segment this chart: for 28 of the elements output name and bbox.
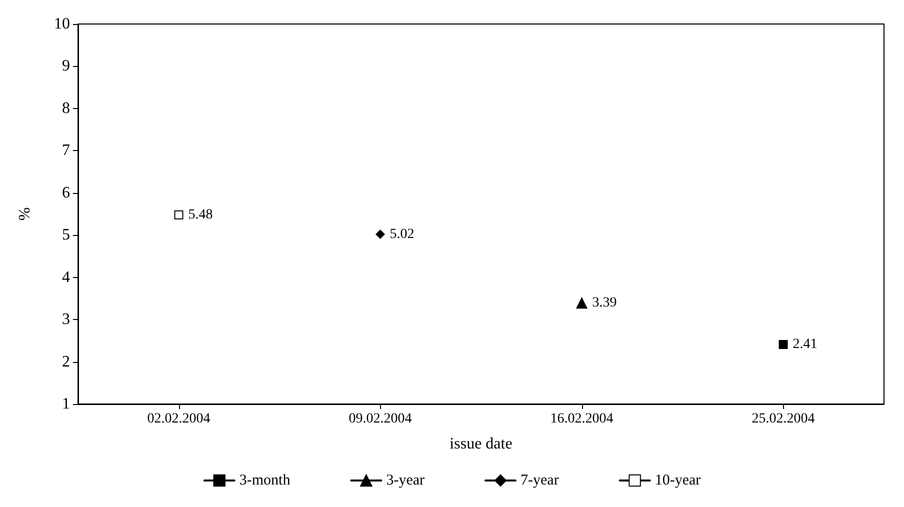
legend-label: 10-year (654, 472, 701, 488)
y-tick-label: 3 (62, 311, 70, 328)
x-tick-label: 16.02.2004 (550, 412, 614, 426)
y-tick-label: 8 (62, 100, 70, 117)
x-tick-label: 25.02.2004 (752, 412, 815, 426)
y-tick-label: 9 (62, 58, 70, 75)
x-tick-label: 02.02.2004 (147, 412, 210, 426)
y-tick-label: 1 (62, 396, 70, 412)
data-label: 3.39 (592, 296, 617, 311)
x-axis-title: issue date (450, 436, 512, 452)
y-tick-label: 5 (62, 226, 70, 244)
point (778, 340, 788, 349)
point (576, 298, 588, 309)
legend-label: 3-month (239, 472, 291, 488)
y-tick-label: 2 (62, 353, 70, 370)
data-label: 5.02 (390, 226, 414, 242)
y-axis-title: % (16, 207, 34, 221)
x-tick-label: 09.02.2004 (348, 412, 412, 426)
y-tick-label: 4 (62, 268, 70, 286)
data-label: 2.41 (792, 336, 818, 352)
y-tick-label: 10 (54, 16, 70, 32)
point (174, 210, 184, 220)
y-tick-label: 6 (62, 184, 70, 202)
y-tick-label: 7 (62, 142, 70, 160)
legend-label: 3-year (386, 472, 425, 488)
data-label: 5.48 (188, 207, 213, 222)
legend-label: 7-year (520, 472, 559, 488)
point (376, 230, 385, 239)
